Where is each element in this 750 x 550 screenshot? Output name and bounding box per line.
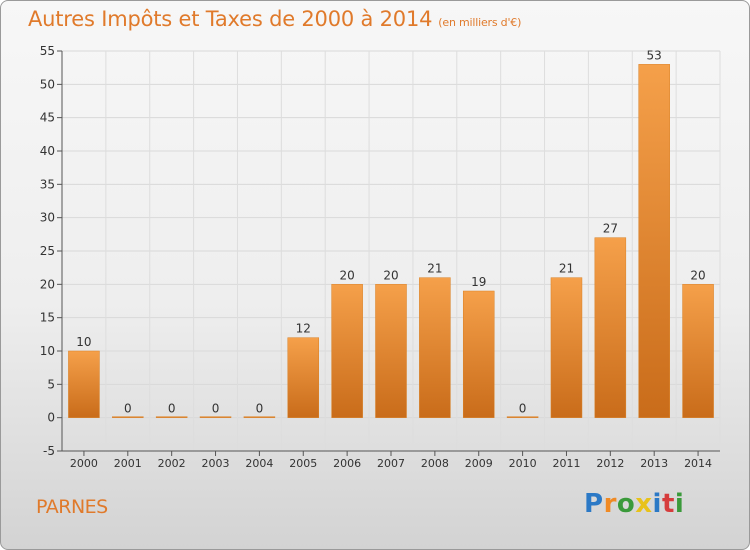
bar bbox=[506, 416, 539, 418]
bars bbox=[68, 64, 714, 418]
y-tick-label: 45 bbox=[40, 111, 55, 125]
y-tick-label: 15 bbox=[40, 311, 55, 325]
data-label: 53 bbox=[647, 48, 662, 62]
data-label: 20 bbox=[690, 268, 705, 282]
x-tick-label: 2011 bbox=[552, 457, 580, 470]
y-tick-label: 35 bbox=[40, 177, 55, 191]
y-tick-label: 55 bbox=[40, 44, 55, 58]
data-label: 19 bbox=[471, 275, 486, 289]
logo-letter: P bbox=[584, 489, 604, 519]
x-tick-label: 2006 bbox=[333, 457, 361, 470]
bar bbox=[155, 416, 188, 418]
x-tick-label: 2013 bbox=[640, 457, 668, 470]
x-tick-label: 2002 bbox=[158, 457, 186, 470]
bar bbox=[331, 284, 363, 418]
bar bbox=[550, 277, 583, 418]
data-label: 0 bbox=[256, 402, 264, 416]
bar bbox=[682, 284, 714, 418]
chart-subtitle: (en milliers d'€) bbox=[438, 16, 522, 29]
chart-title-text: Autres Impôts et Taxes de 2000 à 2014 bbox=[28, 7, 433, 31]
data-label: 0 bbox=[519, 402, 527, 416]
data-label: 0 bbox=[212, 402, 220, 416]
x-tick-label: 2000 bbox=[70, 457, 98, 470]
y-tick-label: 30 bbox=[40, 211, 55, 225]
bar bbox=[419, 277, 451, 418]
data-label: 12 bbox=[296, 322, 311, 336]
y-axis: -5 0 5 10 15 20 25 30 35 40 45 50 55 bbox=[40, 44, 63, 458]
y-tick-label: 10 bbox=[40, 344, 55, 358]
data-label: 0 bbox=[168, 402, 176, 416]
x-tick-label: 2012 bbox=[596, 457, 624, 470]
bar bbox=[243, 416, 276, 418]
bar bbox=[112, 416, 144, 418]
x-tick-label: 2009 bbox=[465, 457, 493, 470]
x-tick-label: 2004 bbox=[245, 457, 273, 470]
y-tick-label: 20 bbox=[40, 277, 55, 291]
data-label: 10 bbox=[76, 335, 91, 349]
x-tick-label: 2005 bbox=[289, 457, 317, 470]
logo-letter: r bbox=[603, 489, 617, 519]
x-tick-label: 2010 bbox=[509, 457, 537, 470]
data-label: 0 bbox=[124, 402, 132, 416]
bar bbox=[375, 284, 407, 418]
bar bbox=[199, 416, 232, 418]
data-label: 27 bbox=[603, 222, 618, 236]
logo-letter: t bbox=[661, 489, 675, 519]
chart-title: Autres Impôts et Taxes de 2000 à 2014 (en… bbox=[28, 7, 521, 31]
logo-letter: i bbox=[674, 489, 685, 519]
proxiti-logo[interactable]: Proxiti bbox=[584, 489, 684, 519]
data-label: 21 bbox=[559, 262, 574, 276]
bar bbox=[68, 350, 100, 418]
bar bbox=[462, 290, 495, 418]
logo-letter: i bbox=[652, 489, 662, 519]
y-tick-label: 5 bbox=[47, 377, 55, 391]
data-label: 20 bbox=[339, 268, 354, 282]
y-tick-label: 25 bbox=[40, 244, 55, 258]
y-tick-label: 0 bbox=[47, 411, 55, 425]
data-label: 21 bbox=[427, 262, 442, 276]
logo-letter: o bbox=[616, 489, 636, 519]
y-tick-label: -5 bbox=[43, 444, 55, 458]
bar bbox=[287, 337, 320, 418]
x-tick-label: 2003 bbox=[202, 457, 230, 470]
x-axis: 2000 2001 2002 2003 2004 2005 2006 2007 2008 2009… bbox=[62, 450, 720, 470]
bar bbox=[638, 64, 670, 418]
logo-letter: x bbox=[635, 489, 653, 519]
data-labels: 10 0 0 0 0 12 20 20 21 19 0 21 27 53 20 bbox=[76, 48, 705, 415]
x-tick-label: 2001 bbox=[114, 457, 142, 470]
x-tick-label: 2008 bbox=[421, 457, 449, 470]
location-name: PARNES bbox=[36, 496, 108, 518]
x-tick-label: 2007 bbox=[377, 457, 405, 470]
bar bbox=[594, 237, 627, 418]
data-label: 20 bbox=[383, 268, 398, 282]
x-tick-label: 2014 bbox=[684, 457, 712, 470]
y-tick-label: 50 bbox=[40, 77, 55, 91]
y-tick-label: 40 bbox=[40, 144, 55, 158]
